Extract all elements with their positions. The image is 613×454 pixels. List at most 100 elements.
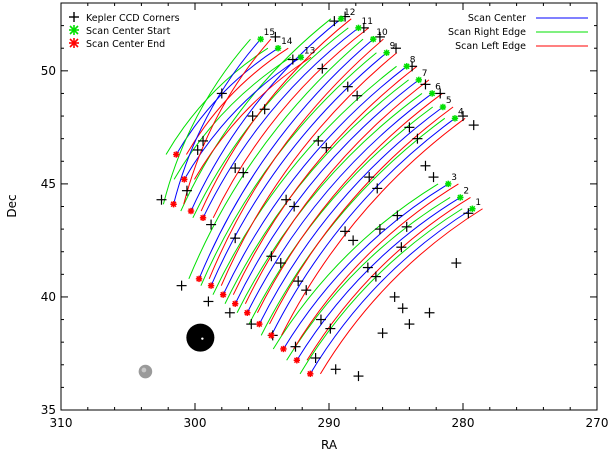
scan-number-label: 9 xyxy=(390,42,396,52)
scan-right-edge-line xyxy=(299,208,463,375)
ccd-corner-marker xyxy=(329,16,340,27)
scan-lines-group xyxy=(162,18,483,375)
scan-center-end-marker xyxy=(187,207,195,215)
scan-center-end-marker xyxy=(307,370,314,378)
legend-label-left-edge: Scan Left Edge xyxy=(455,41,526,52)
ccd-corner-marker xyxy=(325,323,336,334)
ccd-corner-marker xyxy=(424,307,435,318)
ccd-corner-marker xyxy=(198,135,209,146)
x-tick-label: 300 xyxy=(184,416,207,430)
ccd-corner-marker xyxy=(374,31,385,42)
scan-center-start-marker xyxy=(439,103,447,111)
ccd-corner-marker xyxy=(451,258,462,269)
scan-right-edge-line xyxy=(248,106,434,325)
scan-center-end-marker xyxy=(207,282,215,289)
ccd-corner-marker xyxy=(468,120,479,131)
disk-shade-spot xyxy=(141,367,147,373)
scan-center-line xyxy=(173,38,262,205)
scan-left-edge-line xyxy=(244,79,430,304)
scan-left-edge-line xyxy=(256,93,443,313)
ccd-corner-marker xyxy=(224,307,235,318)
scan-center-end-marker xyxy=(173,151,180,158)
scan-center-end-marker xyxy=(195,275,203,283)
scan-center-line xyxy=(175,47,279,155)
scan-right-edge-line xyxy=(272,183,439,350)
ccd-corner-marker xyxy=(156,194,167,205)
scan-left-edge-line xyxy=(232,65,418,295)
ccd-corner-marker xyxy=(230,233,241,244)
ccd-corner-marker xyxy=(404,122,415,133)
legend-marker-end xyxy=(69,38,79,48)
scan-center-end-marker xyxy=(219,291,227,298)
ccd-corner-marker xyxy=(270,31,281,42)
scan-right-edge-line xyxy=(180,18,332,212)
scan-center-start-marker xyxy=(451,115,459,122)
scan-number-label: 8 xyxy=(410,55,416,65)
scan-left-edge-line xyxy=(281,117,466,336)
x-tick-label: 280 xyxy=(452,416,475,430)
scan-center-start-marker xyxy=(415,76,422,84)
x-tick-label: 270 xyxy=(586,416,609,430)
scan-right-edge-line xyxy=(192,27,349,219)
scan-center-line xyxy=(190,18,342,212)
ccd-corner-marker xyxy=(238,167,249,178)
scan-center-start-marker xyxy=(403,63,410,70)
scan-center-line xyxy=(234,79,420,304)
ccd-corner-marker xyxy=(362,262,373,273)
scan-right-edge-line xyxy=(236,93,423,313)
ccd-corner-marker xyxy=(463,208,474,219)
ccd-corner-marker xyxy=(321,142,332,153)
ccd-corner-marker xyxy=(192,144,203,155)
scan-center-end-marker xyxy=(199,214,207,222)
ccd-corner-marker xyxy=(281,194,292,205)
scan-right-edge-line xyxy=(188,38,364,280)
annotations-group xyxy=(138,323,215,379)
y-axis-label: Dec xyxy=(5,194,19,217)
scan-left-edge-line xyxy=(208,38,384,280)
scan-center-start-marker xyxy=(383,49,390,56)
y-tick-label: 50 xyxy=(41,64,56,78)
scan-left-edge-line xyxy=(194,56,312,180)
ccd-corner-marker xyxy=(353,371,364,382)
scan-center-start-marker xyxy=(469,205,476,212)
scan-center-line xyxy=(270,117,456,336)
ccd-corner-marker xyxy=(247,111,258,122)
scan-center-end-marker xyxy=(170,201,177,208)
ccd-corner-marker xyxy=(392,210,403,221)
ccd-corner-marker xyxy=(301,285,312,296)
scan-center-end-marker xyxy=(280,345,287,353)
scan-right-edge-line xyxy=(224,79,409,304)
scan-center-start-marker xyxy=(257,35,264,43)
scan-center-start-marker xyxy=(457,194,464,201)
legend-label-end: Scan Center End xyxy=(86,39,165,50)
x-tick-label: 290 xyxy=(318,416,341,430)
scan-number-label: 12 xyxy=(344,8,355,18)
scan-right-edge-line xyxy=(173,56,291,180)
ccd-corner-marker xyxy=(435,88,446,99)
scan-center-line xyxy=(309,208,473,375)
scan-number-label: 3 xyxy=(451,173,457,183)
scan-center-start-marker xyxy=(274,45,282,52)
scan-center-line xyxy=(283,183,449,350)
scan-right-edge-line xyxy=(286,197,451,361)
ccd-corner-marker xyxy=(246,319,257,330)
scan-center-line xyxy=(222,65,408,295)
ccd-corner-marker xyxy=(275,258,286,269)
ccd-corner-marker xyxy=(404,319,415,330)
scan-number-label: 13 xyxy=(304,46,315,56)
scan-left-edge-line xyxy=(183,38,272,205)
scan-center-start-marker xyxy=(297,54,305,61)
ccd-corner-marker xyxy=(372,183,383,194)
scan-center-start-marker xyxy=(370,35,377,43)
scan-right-edge-line xyxy=(260,117,446,336)
ccd-corner-marker xyxy=(420,160,431,171)
scan-number-label: 7 xyxy=(422,69,428,79)
scan-center-end-marker xyxy=(232,300,239,307)
scan-number-label: 14 xyxy=(281,37,293,47)
scan-center-end-marker xyxy=(181,176,188,183)
scan-center-line xyxy=(202,27,359,219)
scan-left-edge-line xyxy=(269,106,454,325)
ccd-corner-marker xyxy=(412,133,423,144)
scan-center-line xyxy=(210,52,387,286)
